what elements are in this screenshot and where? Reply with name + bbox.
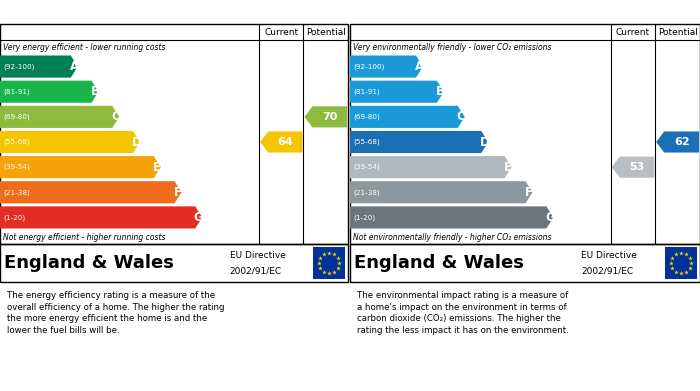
Polygon shape [350, 106, 465, 128]
Text: (55-68): (55-68) [353, 139, 379, 145]
Text: (55-68): (55-68) [3, 139, 29, 145]
Text: Potential: Potential [306, 28, 346, 37]
Bar [313, 247, 345, 279]
Text: 2002/91/EC: 2002/91/EC [581, 267, 633, 276]
Polygon shape [350, 206, 554, 228]
Text: (81-91): (81-91) [353, 88, 379, 95]
Polygon shape [0, 156, 161, 178]
Polygon shape [350, 131, 488, 153]
Polygon shape [304, 106, 347, 127]
Polygon shape [350, 56, 423, 78]
Bar [665, 247, 697, 279]
Text: (81-91): (81-91) [3, 88, 29, 95]
Text: Current: Current [265, 28, 298, 37]
Text: England & Wales: England & Wales [4, 254, 174, 272]
Polygon shape [350, 181, 533, 203]
Polygon shape [0, 56, 78, 78]
Text: C: C [457, 110, 466, 123]
Text: 62: 62 [674, 137, 690, 147]
Text: F: F [525, 186, 533, 199]
Text: England & Wales: England & Wales [354, 254, 524, 272]
Text: Environmental Impact (CO₂) Rating: Environmental Impact (CO₂) Rating [357, 5, 589, 18]
Text: E: E [153, 161, 161, 174]
Text: E: E [504, 161, 512, 174]
Polygon shape [350, 156, 512, 178]
Text: The environmental impact rating is a measure of
a home's impact on the environme: The environmental impact rating is a mea… [357, 291, 568, 335]
Text: F: F [174, 186, 182, 199]
Text: Not energy efficient - higher running costs: Not energy efficient - higher running co… [3, 233, 165, 242]
Text: A: A [70, 60, 79, 73]
Text: 53: 53 [629, 162, 645, 172]
Polygon shape [0, 131, 140, 153]
Text: 70: 70 [322, 112, 337, 122]
Text: Current: Current [616, 28, 650, 37]
Text: Very environmentally friendly - lower CO₂ emissions: Very environmentally friendly - lower CO… [353, 43, 552, 52]
Text: Very energy efficient - lower running costs: Very energy efficient - lower running co… [3, 43, 165, 52]
Polygon shape [0, 81, 99, 103]
Text: (1-20): (1-20) [3, 214, 25, 221]
Text: (92-100): (92-100) [353, 63, 384, 70]
Text: (1-20): (1-20) [353, 214, 375, 221]
Polygon shape [260, 131, 302, 152]
Text: G: G [194, 211, 204, 224]
Text: The energy efficiency rating is a measure of the
overall efficiency of a home. T: The energy efficiency rating is a measur… [7, 291, 225, 335]
Text: G: G [545, 211, 555, 224]
Polygon shape [656, 131, 699, 152]
Text: 2002/91/EC: 2002/91/EC [230, 267, 282, 276]
Text: EU Directive: EU Directive [581, 251, 637, 260]
Text: EU Directive: EU Directive [230, 251, 286, 260]
Text: (21-38): (21-38) [353, 189, 379, 196]
Polygon shape [350, 81, 444, 103]
Text: D: D [132, 136, 141, 149]
Polygon shape [0, 106, 119, 128]
Text: (69-80): (69-80) [353, 114, 379, 120]
Text: (39-54): (39-54) [353, 164, 379, 170]
Text: Energy Efficiency Rating: Energy Efficiency Rating [7, 5, 169, 18]
Text: Not environmentally friendly - higher CO₂ emissions: Not environmentally friendly - higher CO… [353, 233, 552, 242]
Polygon shape [612, 156, 654, 178]
Text: (92-100): (92-100) [3, 63, 34, 70]
Text: A: A [415, 60, 424, 73]
Text: 64: 64 [277, 137, 293, 147]
Polygon shape [0, 181, 181, 203]
Text: B: B [436, 85, 445, 98]
Text: Potential: Potential [658, 28, 697, 37]
Text: (21-38): (21-38) [3, 189, 29, 196]
Text: B: B [90, 85, 99, 98]
Text: D: D [480, 136, 489, 149]
Polygon shape [0, 206, 202, 228]
Text: (69-80): (69-80) [3, 114, 29, 120]
Text: (39-54): (39-54) [3, 164, 29, 170]
Text: C: C [111, 110, 120, 123]
